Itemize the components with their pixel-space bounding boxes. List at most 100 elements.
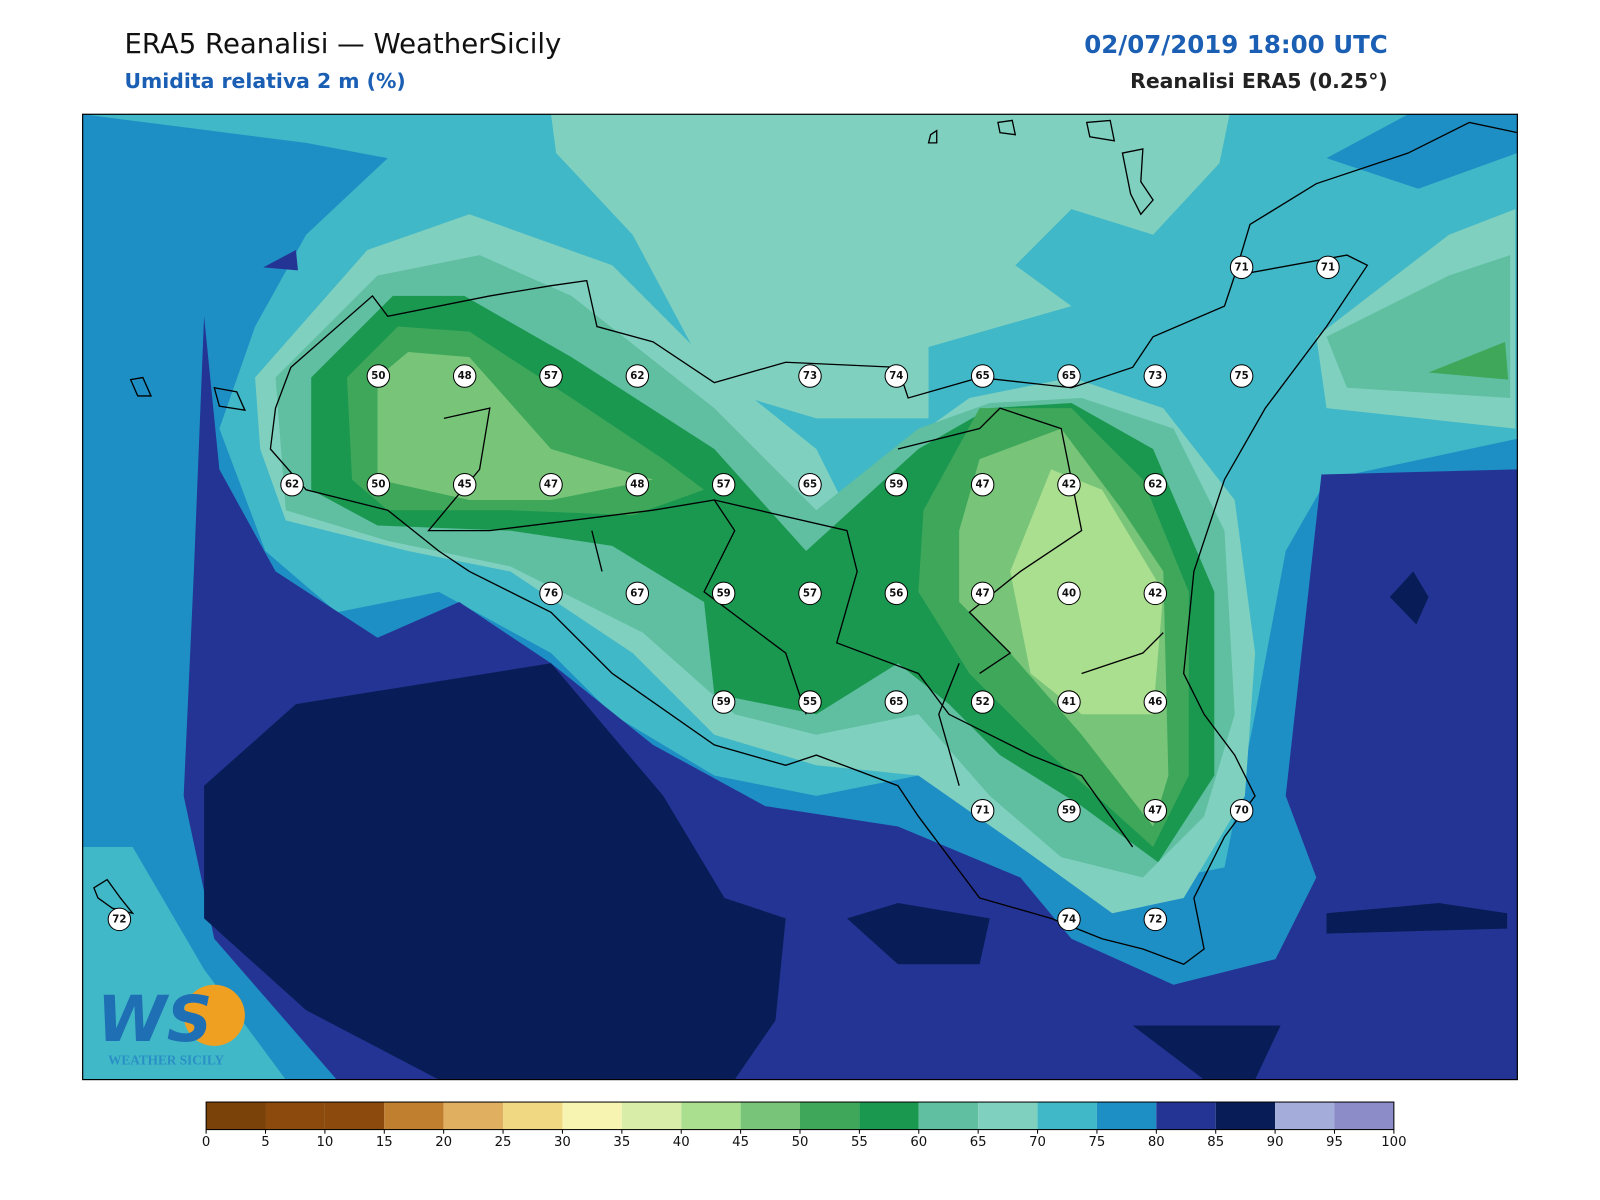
station-marker <box>1057 364 1081 388</box>
colorbar-tick-label: 95 <box>1326 1135 1343 1150</box>
colorbar-tick-label: 45 <box>732 1135 749 1150</box>
station-value: 71 <box>1321 262 1335 273</box>
station-marker <box>798 364 822 388</box>
logo-sun <box>183 984 245 1046</box>
station-marker <box>539 364 563 388</box>
station-value: 72 <box>1148 914 1162 925</box>
stations: 71 71 50 48 57 62 73 74 65 65 73 75 62 50 45 47 48 57 65 59… <box>107 255 1340 932</box>
humidity-field <box>82 114 1518 1080</box>
colorbar-tick-label: 75 <box>1089 1135 1106 1150</box>
logo-mark: WS <box>97 982 212 1056</box>
station-value: 65 <box>976 371 990 382</box>
station-value: 59 <box>889 480 903 491</box>
colorbar-bin <box>1156 1102 1216 1130</box>
station-value: 52 <box>976 697 990 708</box>
station-marker <box>1143 690 1168 714</box>
colorbar-bin <box>740 1102 800 1130</box>
station-marker <box>970 690 995 714</box>
station-value: 75 <box>1235 371 1249 382</box>
station-marker <box>970 798 995 823</box>
station-marker <box>1229 255 1254 280</box>
station-value: 62 <box>630 371 644 382</box>
colorbar-bin <box>503 1102 563 1130</box>
station-value: 57 <box>717 480 731 491</box>
station-marker <box>539 581 563 606</box>
station-marker <box>970 364 995 388</box>
station-value: 65 <box>803 480 817 491</box>
station-value: 74 <box>1062 914 1076 925</box>
datetime: 02/07/2019 18:00 UTC <box>1084 30 1388 59</box>
station-value: 50 <box>371 480 385 491</box>
station-value: 40 <box>1062 588 1076 599</box>
station-marker <box>884 364 909 388</box>
station-value: 62 <box>1148 480 1162 491</box>
station-value: 71 <box>1235 262 1249 273</box>
station-value: 45 <box>458 480 472 491</box>
colorbar-bin <box>1037 1102 1097 1130</box>
station-marker <box>366 364 391 388</box>
colorbar-bin <box>1096 1102 1157 1130</box>
colorbar-tick-label: 50 <box>792 1135 809 1150</box>
station-marker <box>452 472 477 497</box>
title: ERA5 Reanalisi — WeatherSicily <box>124 28 561 60</box>
station-value: 76 <box>544 588 558 599</box>
station-value: 48 <box>630 480 644 491</box>
source: Reanalisi ERA5 (0.25°) <box>1130 69 1388 93</box>
station-marker <box>798 690 822 714</box>
station-value: 73 <box>803 371 817 382</box>
colorbar-bin <box>681 1102 741 1130</box>
station-value: 59 <box>717 588 731 599</box>
station-marker <box>366 472 391 497</box>
logo: WS WEATHER SICILY <box>97 982 245 1067</box>
colorbar-bin <box>324 1102 385 1130</box>
station-value: 71 <box>976 806 990 817</box>
colorbar-tick-label: 35 <box>613 1135 630 1150</box>
station-marker <box>711 581 736 606</box>
station-marker <box>625 472 650 497</box>
colorbar-tick-label: 80 <box>1148 1135 1165 1150</box>
station-marker <box>1143 907 1168 932</box>
station-marker <box>539 472 563 497</box>
station-marker <box>1057 690 1081 714</box>
station-value: 57 <box>544 371 558 382</box>
station-marker <box>798 472 822 497</box>
station-marker <box>1143 798 1168 823</box>
station-marker <box>1143 472 1168 497</box>
colorbar-tick-label: 85 <box>1207 1135 1224 1150</box>
station-value: 50 <box>371 371 385 382</box>
station-value: 65 <box>1062 371 1076 382</box>
station-marker <box>1143 364 1168 388</box>
station-marker <box>970 581 995 606</box>
map-frame <box>82 113 1518 1081</box>
colorbar-tick-label: 55 <box>851 1135 868 1150</box>
station-value: 72 <box>112 914 126 925</box>
colorbar-tick-label: 0 <box>202 1135 210 1150</box>
colorbar-bin <box>918 1102 979 1130</box>
station-value: 74 <box>889 371 903 382</box>
station-marker <box>625 581 650 606</box>
station-marker <box>1057 798 1081 823</box>
station-value: 47 <box>544 480 558 491</box>
station-marker <box>1057 472 1081 497</box>
colorbar: 0 5 10 15 20 25 30 35 40 45 50 55 60 65 70 75 80 85 90 95 10… <box>202 1101 1407 1150</box>
station-value: 67 <box>630 588 644 599</box>
colorbar-bin <box>621 1102 682 1130</box>
station-marker <box>1316 255 1340 280</box>
colorbar-tick-label: 100 <box>1381 1135 1406 1150</box>
station-value: 73 <box>1148 371 1162 382</box>
station-value: 65 <box>889 697 903 708</box>
station-value: 47 <box>976 588 990 599</box>
station-value: 55 <box>803 697 817 708</box>
colorbar-tick-label: 30 <box>554 1135 571 1150</box>
colorbar-bin <box>859 1102 919 1130</box>
station-value: 47 <box>976 480 990 491</box>
colorbar-bin <box>265 1102 325 1130</box>
station-marker <box>452 364 477 388</box>
station-marker <box>1229 798 1254 823</box>
colorbar-bin <box>800 1102 860 1130</box>
colorbar-bin <box>1215 1102 1276 1130</box>
station-value: 42 <box>1062 480 1076 491</box>
station-marker <box>884 581 909 606</box>
